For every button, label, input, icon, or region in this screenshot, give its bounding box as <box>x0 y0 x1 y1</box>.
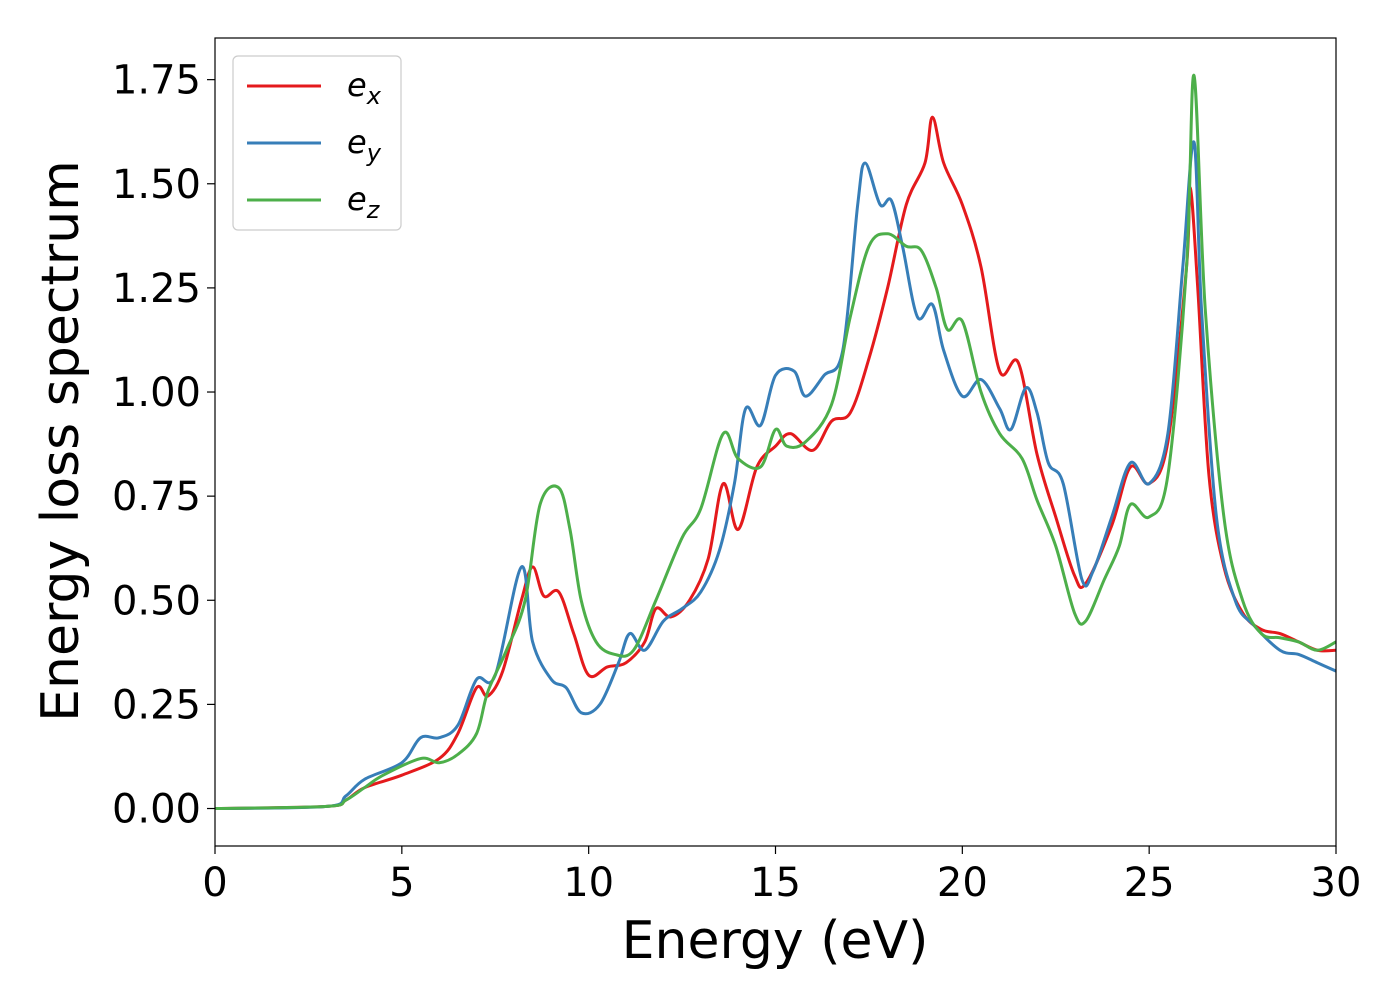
x-tick-label: 5 <box>389 860 414 906</box>
y-tick-label: 1.50 <box>112 162 201 208</box>
x-tick-label: 25 <box>1124 860 1175 906</box>
y-tick-label: 0.50 <box>112 578 201 624</box>
axes: 0 5 10 15 20 25 30 0.00 0.25 0.50 0.75 1.00 1.25 1.50… <box>112 37 1362 906</box>
y-tick-label: 0.75 <box>112 474 201 520</box>
plot-area <box>215 73 1336 811</box>
x-tick-label: 0 <box>202 860 227 906</box>
series-line-ez <box>215 73 1336 811</box>
x-tick-label: 30 <box>1311 860 1362 906</box>
y-tick-label: 1.75 <box>112 58 201 104</box>
x-axis-label: Energy (eV) <box>622 911 929 971</box>
y-tick-label: 1.25 <box>112 266 201 312</box>
legend-label-ex: ex <box>347 66 382 110</box>
legend-label-ey: ey <box>347 123 382 167</box>
y-axis-label: Energy loss spectrum <box>31 160 91 722</box>
legend-label-ez: ez <box>347 180 381 224</box>
y-tick-label: 0.25 <box>112 682 201 728</box>
x-tick-label: 10 <box>563 860 614 906</box>
x-tick-label: 15 <box>750 860 801 906</box>
x-tick-label: 20 <box>937 860 988 906</box>
y-tick-label: 0.00 <box>112 787 201 833</box>
legend: ex ey ez <box>232 55 402 231</box>
series-line-ey <box>215 140 1336 811</box>
y-tick-label: 1.00 <box>112 370 201 416</box>
